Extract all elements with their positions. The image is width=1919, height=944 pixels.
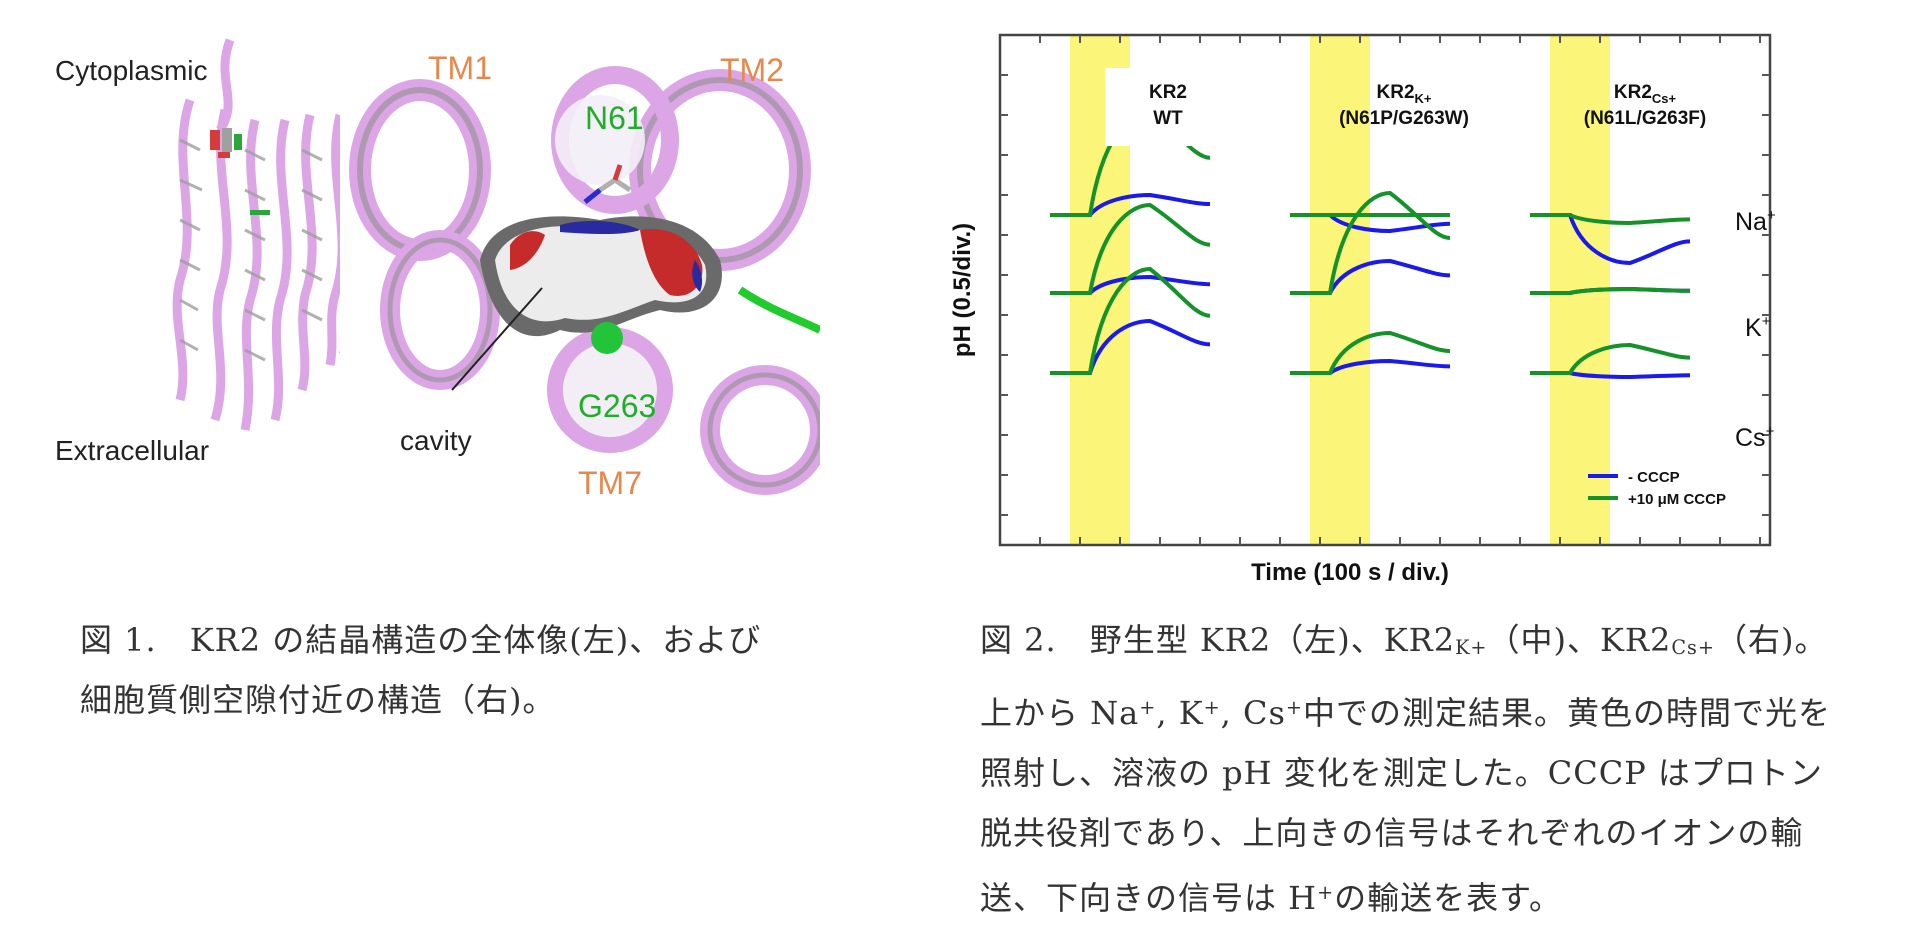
- n61-residue: [583, 164, 632, 204]
- trace-with-cccp-ion2-panel0: [1050, 266, 1211, 375]
- ion-label-cs: Cs+: [1735, 423, 1775, 452]
- g263-label: G263: [578, 388, 657, 424]
- caption-line: 図 2. 野生型 KR2（左)、KR2K+（中)、KR2Cs+（右)。: [980, 621, 1828, 659]
- trace-with-cccp-ion2-panel1: [1290, 330, 1451, 375]
- figure-2-caption: 図 2. 野生型 KR2（左)、KR2K+（中)、KR2Cs+（右)。 上から …: [980, 610, 1900, 928]
- trace-with-cccp-ion1-panel2: [1530, 286, 1691, 295]
- light-window-1: [1310, 35, 1370, 545]
- caption-line: 上から Na+, K+, Cs+中での測定結果。黄色の時間で光を: [980, 694, 1832, 732]
- panel-title-wt-line1: KR2: [1149, 82, 1187, 103]
- tm2-label: TM2: [720, 52, 784, 88]
- tm1-label: TM1: [428, 50, 492, 86]
- trace-no-cccp-ion2-panel0: [1050, 318, 1211, 375]
- panel-title-cs-line1: KR2Cs+: [1614, 82, 1677, 106]
- trace-with-cccp-ion0-panel2: [1530, 213, 1691, 226]
- caption-line: 図 1. KR2 の結晶構造の全体像(左)、および: [80, 621, 762, 659]
- extracellular-label: Extracellular: [55, 435, 210, 466]
- protein-structure-illustration: [172, 38, 830, 495]
- retinal-chain: [737, 286, 822, 334]
- panel-title-k-line1: KR2K+: [1377, 82, 1432, 106]
- trace-no-cccp-ion0-panel0: [1050, 192, 1211, 217]
- x-axis-label: Time (100 s / div.): [1251, 559, 1449, 586]
- trace-no-cccp-ion1-panel1: [1290, 258, 1451, 295]
- panel-title-wt-line2: WT: [1153, 108, 1183, 129]
- n61-label: N61: [585, 100, 644, 136]
- tm7-label: TM7: [578, 465, 642, 501]
- panel-title-box: [1105, 68, 1235, 146]
- ion-sphere: [591, 322, 623, 354]
- figure-2-chart: - CCCP +10 μM CCCP Time (100 s / div.) pH…: [940, 20, 1880, 600]
- trace-no-cccp-ion1-panel0: [1050, 274, 1211, 295]
- trace-no-cccp-ion0-panel1: [1290, 213, 1451, 234]
- caption-line: 細胞質側空隙付近の構造（右)。: [80, 681, 556, 719]
- helix-lower-left: [380, 230, 500, 390]
- cavity-surface: [480, 216, 722, 337]
- ion-label-na: Na+: [1735, 207, 1776, 236]
- caption-line: 脱共役剤であり、上向きの信号はそれぞれのイオンの輸: [980, 814, 1804, 852]
- trace-no-cccp-ion0-panel2: [1530, 213, 1691, 266]
- legend-label: +10 μM CCCP: [1628, 491, 1726, 508]
- trace-no-cccp-ion2-panel2: [1530, 371, 1691, 380]
- cytoplasmic-label: Cytoplasmic: [55, 55, 208, 86]
- caption-line: 照射し、溶液の pH 変化を測定した。CCCP はプロトン: [980, 754, 1823, 792]
- ion-label-k: K+: [1745, 313, 1771, 342]
- y-axis-label: pH (0.5/div.): [949, 223, 976, 357]
- cavity-pointer-line: [451, 287, 543, 391]
- panel-title-k-line2: (N61P/G263W): [1339, 108, 1469, 129]
- panel-title-cs-line2: (N61L/G263F): [1584, 108, 1706, 129]
- trace-no-cccp-ion2-panel1: [1290, 358, 1451, 375]
- trace-with-cccp-ion2-panel2: [1530, 342, 1691, 375]
- plot-frame: [998, 33, 1772, 547]
- retinal-sticks: [210, 128, 270, 215]
- figure-1: Cytoplasmic Extracellular cavity TM1 TM2…: [40, 20, 830, 501]
- trace-with-cccp-ion1-panel0: [1050, 202, 1211, 295]
- trace-with-cccp-ion1-panel1: [1290, 190, 1451, 295]
- cavity-label: cavity: [400, 425, 472, 456]
- whole-structure-ribbon: [172, 38, 347, 431]
- legend-label: - CCCP: [1628, 469, 1680, 486]
- ph-traces-chart: - CCCP +10 μM CCCP Time (100 s / div.) pH…: [949, 33, 1776, 586]
- caption-line: 送、下向きの信号は H+の輸送を表す。: [980, 879, 1562, 917]
- figure-1-caption: 図 1. KR2 の結晶構造の全体像(左)、および 細胞質側空隙付近の構造（右)…: [80, 610, 840, 730]
